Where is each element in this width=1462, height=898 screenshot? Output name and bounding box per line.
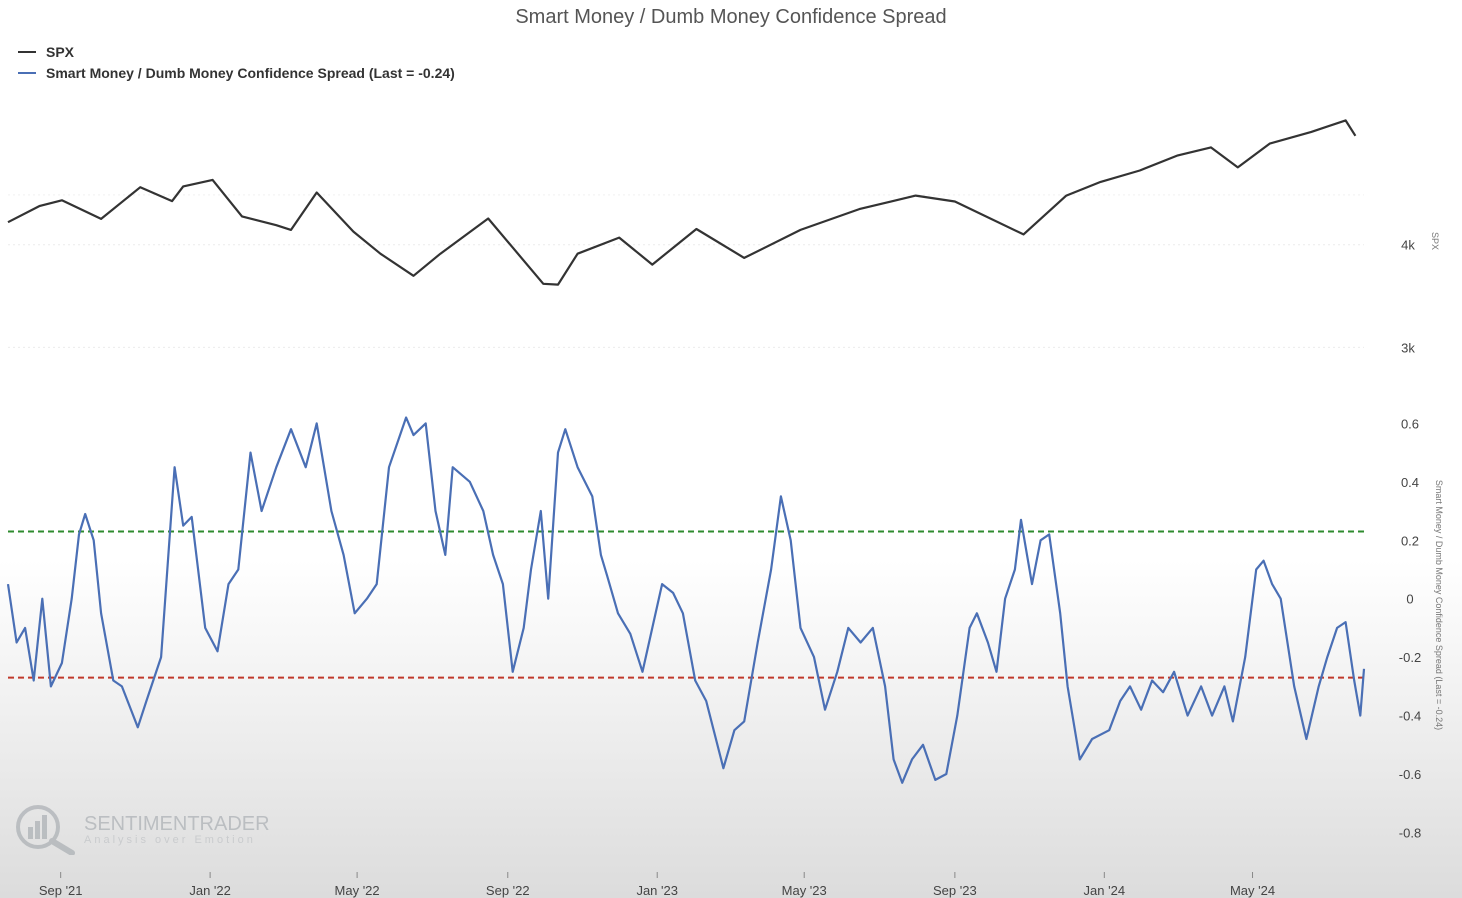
legend-label-spx: SPX — [46, 44, 75, 60]
watermark-name: SENTIMENTRADER — [84, 812, 270, 835]
spread-y-tick-label: 0.4 — [1401, 475, 1419, 490]
sentimentrader-watermark: SENTIMENTRADER Analysis over Emotion — [14, 803, 270, 855]
legend-label-spread: Smart Money / Dumb Money Confidence Spre… — [46, 65, 455, 81]
x-tick-label: Jan '24 — [1084, 883, 1126, 898]
x-tick-label: Sep '22 — [486, 883, 530, 898]
spread-line — [6, 416, 1366, 784]
legend-swatch-spx — [18, 51, 36, 53]
spread-y-tick-label: 0.6 — [1401, 416, 1419, 431]
spread-axis-title: Smart Money / Dumb Money Confidence Spre… — [1434, 480, 1444, 730]
x-tick-label: May '24 — [1230, 883, 1275, 898]
spx-y-tick-label: 4k — [1401, 238, 1415, 253]
spread-y-tick-label: 0.2 — [1401, 533, 1419, 548]
x-tick-label: May '22 — [335, 883, 380, 898]
spx-y-tick-label: 3k — [1401, 340, 1415, 355]
x-tick-label: Jan '23 — [636, 883, 678, 898]
legend-item-spread[interactable]: Smart Money / Dumb Money Confidence Spre… — [18, 65, 455, 81]
spx-line — [7, 119, 1357, 286]
x-tick-label: Jan '22 — [189, 883, 231, 898]
spread-y-tick-label: 0 — [1406, 592, 1413, 607]
spread-y-tick-label: -0.4 — [1399, 709, 1421, 724]
x-tick-label: Sep '23 — [933, 883, 977, 898]
legend-swatch-spread — [18, 72, 36, 74]
spread-y-tick-label: -0.6 — [1399, 767, 1421, 782]
watermark-tagline: Analysis over Emotion — [84, 833, 256, 846]
x-tick-label: May '23 — [782, 883, 827, 898]
sentimentrader-logo-icon — [16, 805, 75, 855]
x-tick-label: Sep '21 — [39, 883, 83, 898]
spread-y-tick-label: -0.8 — [1399, 825, 1421, 840]
spread-y-tick-label: -0.2 — [1399, 650, 1421, 665]
spx-axis-title: SPX — [1430, 232, 1440, 250]
chart-title: Smart Money / Dumb Money Confidence Spre… — [515, 6, 947, 28]
legend-item-spx[interactable]: SPX — [18, 44, 74, 60]
